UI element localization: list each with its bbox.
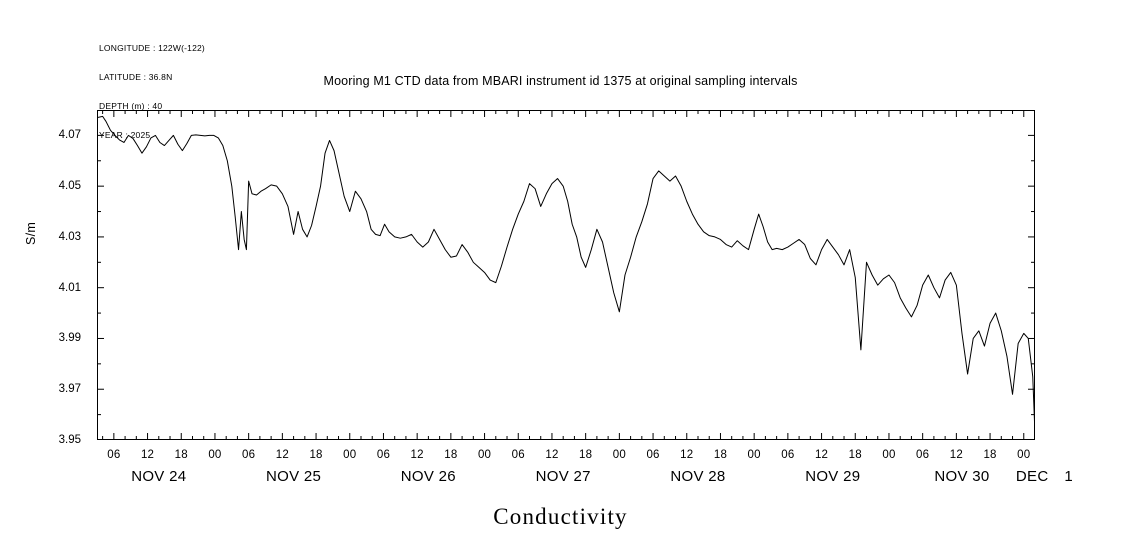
x-axis-hour-label: 00 <box>747 449 761 461</box>
axis-tick-marks <box>97 110 1035 440</box>
x-axis-hour-label: 12 <box>545 449 559 461</box>
y-axis-tick-label: 3.97 <box>58 383 81 396</box>
x-axis-hour-label: 00 <box>477 449 492 461</box>
x-axis-hour-label: 18 <box>983 449 997 461</box>
x-axis-hour-label: 00 <box>1017 449 1031 461</box>
x-axis-hour-label: 18 <box>309 449 323 461</box>
year-text: YEAR : 2025 <box>99 129 151 140</box>
y-axis-tick-label: 4.01 <box>58 281 81 294</box>
x-axis-day-label: NOV 28 <box>670 468 726 485</box>
station-metadata: LONGITUDE : 122W(-122) LATITUDE : 36.8N … <box>99 25 205 150</box>
x-axis-hour-label: 12 <box>814 449 829 461</box>
x-axis-hour-label: 18 <box>713 449 728 461</box>
x-axis-day-label: 1 <box>1064 468 1074 485</box>
y-axis-tick-label: 4.07 <box>58 129 81 142</box>
x-axis-hour-labels: 06 12 18 00 06 12 18 00 06 12 18 00 06 12 18 00 06 12 18 00… <box>97 449 1035 467</box>
x-axis-day-labels: NOV 24 NOV 25 NOV 26 NOV 27 NOV 28 NOV 29 NOV … <box>97 468 1073 486</box>
chart-title: Mooring M1 CTD data from MBARI instrumen… <box>323 74 798 88</box>
axis-frame <box>97 110 1035 440</box>
x-axis-hour-label: 18 <box>174 449 188 461</box>
x-axis-day-label: DEC <box>1015 468 1049 485</box>
x-axis-hour-label: 06 <box>781 449 795 461</box>
x-axis-day-label: NOV 24 <box>131 468 187 485</box>
depth-text: DEPTH (m) : 40 <box>99 100 163 111</box>
x-axis-hour-label: 00 <box>612 449 626 461</box>
conductivity-time-series-plot <box>97 110 1035 440</box>
conductivity-data-line <box>97 115 1035 435</box>
x-axis-day-label: NOV 26 <box>400 468 456 485</box>
x-axis-hour-label: 18 <box>444 449 458 461</box>
x-axis-title: Conductivity <box>493 504 628 529</box>
y-axis-tick-label: 3.95 <box>58 434 81 446</box>
y-axis-tick-label: 4.05 <box>58 180 81 193</box>
x-axis-day-label: NOV 27 <box>535 468 591 485</box>
x-axis-hour-label: 12 <box>140 449 155 461</box>
y-axis-title: S/m <box>24 221 38 245</box>
x-axis-day-label: NOV 30 <box>934 468 990 485</box>
y-axis-tick-label: 4.03 <box>58 230 81 243</box>
x-axis-hour-label: 18 <box>579 449 593 461</box>
x-axis-hour-label: 00 <box>343 449 357 461</box>
x-axis-hour-label: 06 <box>511 449 525 461</box>
x-axis-hour-label: 00 <box>882 449 896 461</box>
x-axis-day-label: NOV 29 <box>805 468 861 485</box>
x-axis-hour-label: 06 <box>646 449 660 461</box>
latitude-text: LATITUDE : 36.8N <box>99 71 173 82</box>
y-axis-tick-labels: 3.95 3.97 3.99 4.01 4.03 4.05 4.07 <box>0 110 89 446</box>
x-axis-day-label: NOV 25 <box>265 468 322 485</box>
x-axis-hour-label: 06 <box>107 449 121 461</box>
x-axis-hour-label: 12 <box>410 449 424 461</box>
longitude-text: LONGITUDE : 122W(-122) <box>99 43 205 54</box>
x-axis-hour-label: 06 <box>242 449 256 461</box>
x-axis-hour-label: 00 <box>208 449 222 461</box>
x-axis-hour-label: 06 <box>916 449 930 461</box>
x-axis-hour-label: 12 <box>949 449 963 461</box>
plot-area <box>97 110 1035 440</box>
x-axis-hour-label: 18 <box>848 449 862 461</box>
x-axis-hour-label: 12 <box>680 449 694 461</box>
y-axis-tick-label: 3.99 <box>58 332 81 345</box>
x-axis-hour-label: 12 <box>275 449 289 461</box>
x-axis-hour-label: 06 <box>376 449 391 461</box>
